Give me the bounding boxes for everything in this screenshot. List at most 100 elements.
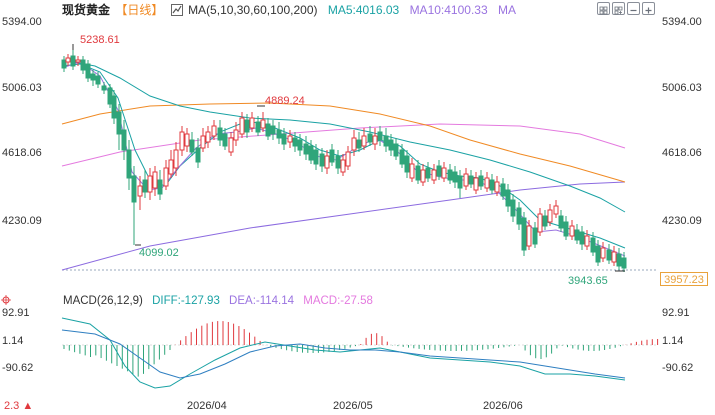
- y-label-right-1: 5394.00: [662, 16, 702, 28]
- macd-title[interactable]: MACD(26,12,9): [63, 295, 143, 307]
- candle-body: [80, 59, 86, 71]
- candle-body: [126, 149, 132, 179]
- candle-body: [537, 213, 543, 233]
- candle-body: [340, 159, 346, 173]
- macd-label-left-1: 92.91: [2, 307, 30, 319]
- candle-body: [195, 147, 201, 163]
- candle-body: [616, 253, 622, 267]
- candle-body: [532, 227, 538, 245]
- candle-body: [308, 145, 314, 161]
- candle-body: [281, 133, 287, 145]
- candle-body: [107, 87, 113, 105]
- candle-body: [611, 251, 617, 263]
- candle-body: [489, 179, 495, 191]
- high-value-label: 5238.61: [80, 34, 120, 46]
- candle-body: [200, 135, 206, 149]
- ma5-value: MA5:4016.03: [327, 3, 400, 17]
- candle-body: [404, 155, 410, 173]
- candle-body: [65, 57, 71, 63]
- candle-body: [569, 225, 575, 237]
- candle-body: [600, 247, 606, 259]
- crosshair-icon[interactable]: [1, 292, 11, 305]
- candle-body: [367, 133, 373, 143]
- macd-label-left-3: -90.62: [2, 362, 34, 374]
- ma200-line: [61, 181, 626, 271]
- candle-body: [505, 189, 511, 207]
- ma-more-label[interactable]: MA: [497, 3, 516, 17]
- period-selector[interactable]: 【日线】: [115, 3, 164, 17]
- candle-body: [409, 163, 415, 179]
- candle-body: [521, 217, 527, 251]
- dea-line: [61, 329, 626, 379]
- candle-body: [356, 139, 362, 149]
- candle-body: [184, 133, 190, 147]
- grid-add-icon[interactable]: [612, 2, 625, 15]
- candle-body: [173, 149, 179, 169]
- candle-body: [377, 131, 383, 141]
- candle-body: [574, 229, 580, 241]
- candle-body: [452, 171, 458, 183]
- candle-body: [255, 121, 261, 133]
- candle-body: [484, 177, 490, 189]
- ma60-line: [61, 102, 626, 183]
- candle-body: [547, 209, 553, 223]
- low-left-value-label: 4099.02: [139, 247, 179, 259]
- candle-body: [168, 159, 174, 175]
- candle-body: [345, 151, 351, 167]
- candle-body: [584, 235, 590, 247]
- candle-body: [70, 55, 76, 67]
- macd-label-right-2: 1.14: [662, 335, 684, 347]
- candle-body: [415, 165, 421, 181]
- macd-label-right-3: -90.62: [662, 362, 694, 374]
- candle-body: [111, 95, 117, 119]
- candle-body: [228, 137, 234, 153]
- candle-body: [383, 135, 389, 147]
- candle-body: [324, 155, 330, 169]
- x-label-may: 2026/05: [333, 400, 373, 412]
- candle-body: [179, 131, 185, 151]
- macd-histogram: [63, 321, 659, 377]
- candle-body: [468, 175, 474, 185]
- x-label-jun: 2026/06: [483, 400, 523, 412]
- candle-body: [222, 133, 228, 147]
- candle-body: [436, 165, 442, 177]
- chart-header: 现货黄金 【日线】 MA(5,10,30,60,100,200) MA5:401…: [62, 2, 516, 18]
- candle-body: [590, 237, 596, 253]
- candle-body: [500, 183, 506, 197]
- candle-body: [388, 139, 394, 151]
- candle-body: [595, 245, 601, 263]
- candle-body: [558, 215, 564, 229]
- candle-body: [61, 59, 67, 69]
- y-label-left-3: 4618.06: [2, 147, 42, 159]
- footer-corner-text: 2.3 ▲: [4, 400, 34, 412]
- candles-group: [61, 44, 627, 272]
- dif-line: [61, 317, 626, 389]
- candle-body: [441, 167, 447, 179]
- y-label-right-4: 4230.09: [662, 215, 702, 227]
- candle-body: [189, 139, 195, 153]
- y-label-right-3: 4618.06: [662, 147, 702, 159]
- candle-body: [553, 205, 559, 215]
- candle-body: [351, 137, 357, 151]
- y-label-right-2: 5006.03: [662, 82, 702, 94]
- candle-body: [217, 127, 223, 141]
- indicator-settings-icon[interactable]: [170, 4, 183, 16]
- instrument-title: 现货黄金: [62, 3, 111, 17]
- minus-icon[interactable]: [627, 2, 640, 15]
- plus-icon[interactable]: [642, 2, 655, 15]
- ma-params-label[interactable]: MA(5,10,30,60,100,200): [188, 3, 318, 17]
- grid-icon[interactable]: [597, 2, 610, 15]
- candle-body: [137, 185, 143, 197]
- candle-body: [303, 143, 309, 155]
- candle-body: [420, 169, 426, 183]
- candle-body: [85, 63, 91, 79]
- candle-body: [606, 249, 612, 261]
- candle-body: [116, 111, 122, 135]
- candle-body: [319, 153, 325, 167]
- candle-body: [399, 149, 405, 165]
- candle-body: [329, 149, 335, 163]
- candle-body: [313, 149, 319, 165]
- candle-body: [292, 137, 298, 147]
